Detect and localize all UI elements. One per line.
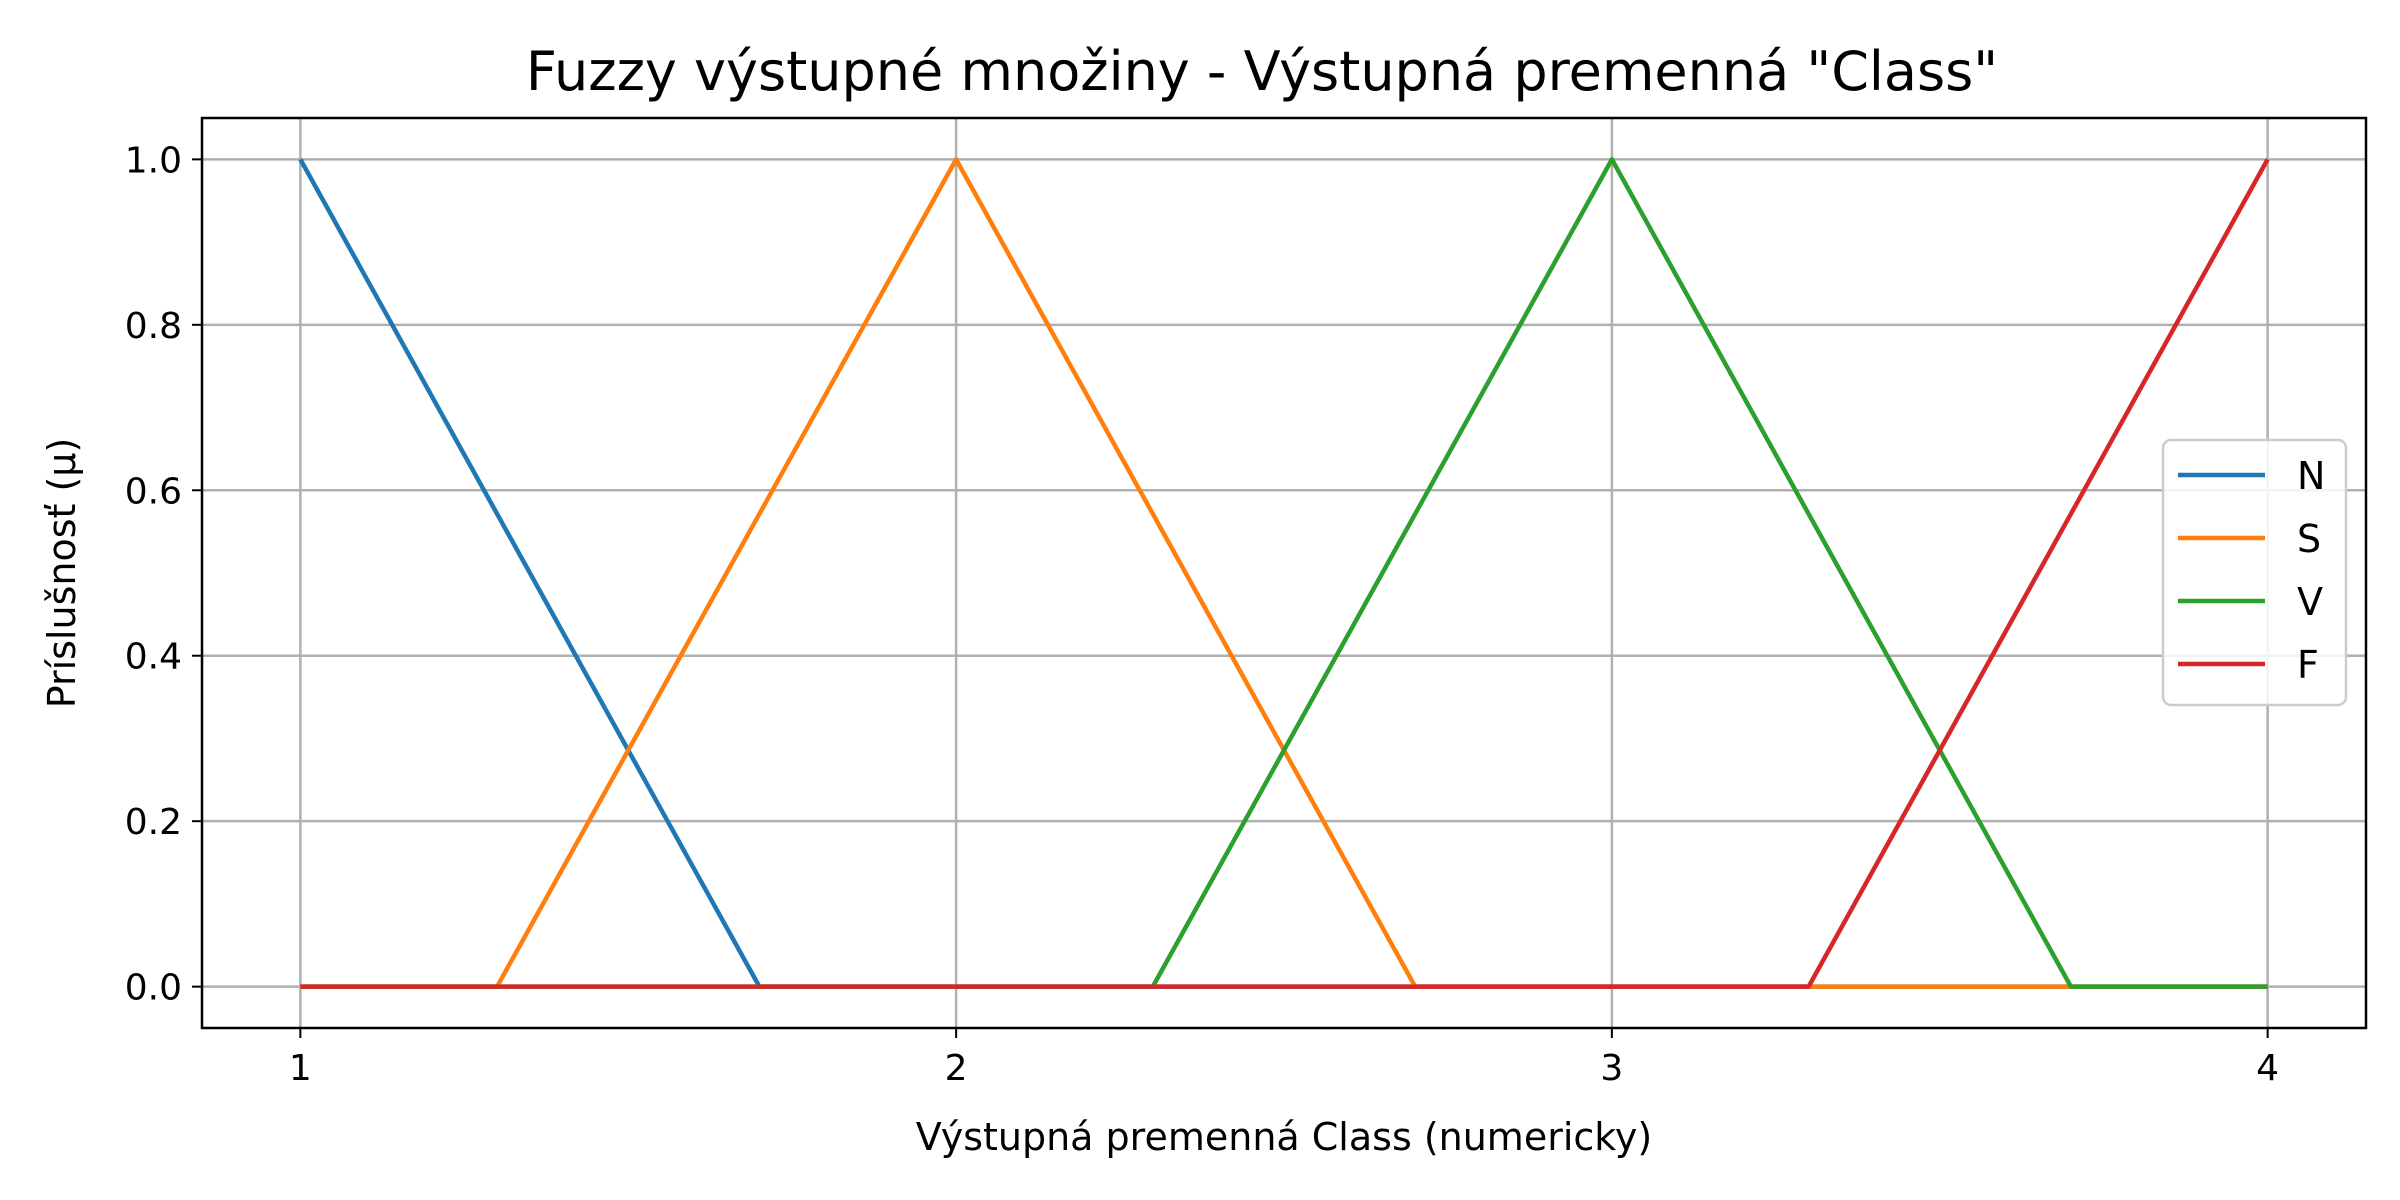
chart-title: Fuzzy výstupné množiny - Výstupná premen…: [526, 40, 1998, 103]
x-tick-label: 4: [2256, 1048, 2279, 1089]
y-axis-label: Príslušnosť (μ): [40, 438, 84, 709]
x-axis-ticks: 1 2 3 4: [289, 1028, 2279, 1089]
legend-label-f: F: [2297, 643, 2319, 687]
series-line-s: [300, 157, 2268, 989]
x-tick-label: 1: [289, 1048, 312, 1089]
y-tick-label: 0.4: [125, 637, 182, 678]
y-tick-label: 0.2: [125, 802, 182, 843]
legend-box: [2161, 438, 2348, 707]
y-tick-label: 0.8: [125, 306, 182, 347]
series-line-n: [298, 158, 2268, 989]
series-line-f: [300, 158, 2270, 989]
x-tick-label: 3: [1600, 1048, 1623, 1089]
y-tick-label: 0.6: [125, 471, 182, 512]
legend-label-s: S: [2297, 517, 2321, 561]
plot-frame: [200, 116, 2368, 1030]
x-tick-label: 2: [945, 1048, 968, 1089]
y-tick-label: 1.0: [125, 140, 182, 181]
grid: [202, 118, 2366, 1028]
y-tick-label: 0.0: [125, 968, 182, 1009]
y-axis-ticks: 0.0 0.2 0.4 0.6 0.8 1.0: [125, 140, 202, 1009]
series-group: [298, 157, 2270, 989]
legend-label-v: V: [2297, 580, 2323, 624]
series-line-v: [300, 157, 2268, 989]
x-axis-label: Výstupná premenná Class (numericky): [916, 1115, 1653, 1159]
legend-label-n: N: [2297, 454, 2325, 498]
